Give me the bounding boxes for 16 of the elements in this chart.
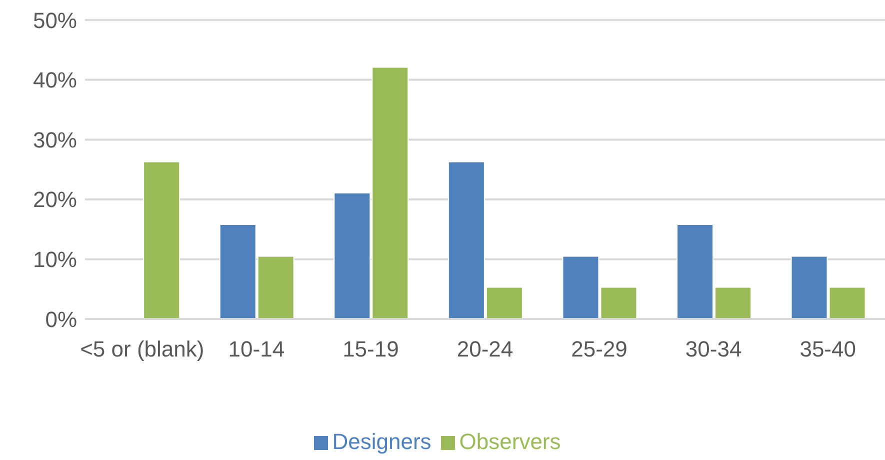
x-tick-label: 10-14 bbox=[228, 336, 285, 362]
y-tick-label: 20% bbox=[32, 187, 77, 212]
y-tick-label: 40% bbox=[32, 68, 77, 93]
x-tick-label: <5 or (blank) bbox=[80, 336, 204, 362]
x-tick-label: 25-29 bbox=[571, 336, 628, 362]
x-tick-label: 20-24 bbox=[456, 336, 514, 362]
y-tick-label: 30% bbox=[32, 127, 77, 152]
bar bbox=[143, 161, 180, 319]
x-tick-label: 15-19 bbox=[342, 336, 399, 362]
y-tick-label: 0% bbox=[45, 306, 77, 332]
x-tick-label: 30-34 bbox=[685, 336, 742, 362]
x-tick-label: 35-40 bbox=[800, 336, 856, 362]
y-tick-label: 50% bbox=[32, 8, 77, 33]
y-tick-label: 10% bbox=[32, 247, 77, 272]
legend-label: Observers bbox=[459, 429, 561, 454]
legend-label: Designers bbox=[332, 429, 432, 454]
